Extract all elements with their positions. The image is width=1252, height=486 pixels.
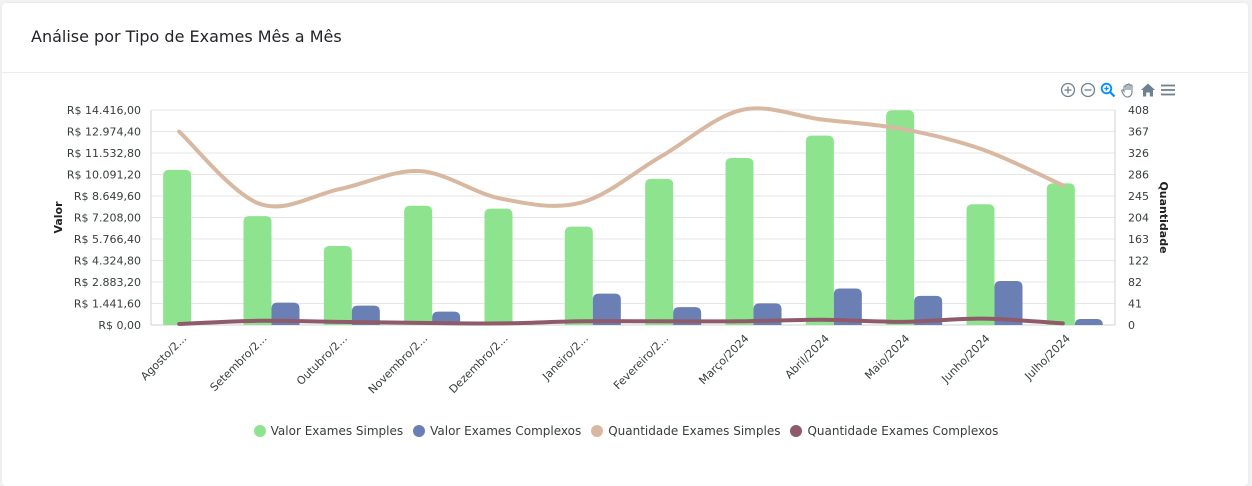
y2-tick-label: 163 — [1128, 233, 1149, 246]
x-tick-label: Dezembro/2... — [446, 332, 510, 396]
y2-tick-label: 245 — [1128, 190, 1149, 203]
x-tick-label: Setembro/2... — [208, 332, 270, 394]
y2-tick-label: 408 — [1128, 104, 1149, 117]
x-tick-label: Novembro/2... — [366, 332, 430, 396]
x-tick-label: Outubro/2... — [294, 332, 350, 388]
y2-tick-label: 122 — [1128, 255, 1149, 268]
y-tick-label: R$ 0,00 — [98, 319, 141, 332]
y-tick-label: R$ 5.766,40 — [74, 233, 141, 246]
chart-card: Análise por Tipo de Exames Mês a Mês — [2, 3, 1248, 486]
chart-legend: Valor Exames Simples Valor Exames Comple… — [0, 424, 1252, 438]
bar-valor-simples — [404, 205, 433, 325]
card-header: Análise por Tipo de Exames Mês a Mês — [2, 3, 1248, 73]
legend-item-quantidade-complexos[interactable]: Quantidade Exames Complexos — [790, 424, 998, 438]
bar-valor-complexos — [914, 295, 943, 325]
y2-tick-label: 41 — [1128, 298, 1142, 311]
menu-icon[interactable] — [1158, 80, 1178, 100]
x-tick-label: Março/2024 — [696, 332, 751, 387]
y2-tick-label: 204 — [1128, 212, 1149, 225]
selection-zoom-icon[interactable] — [1098, 80, 1118, 100]
legend-marker — [591, 425, 604, 437]
bar-valor-simples — [1046, 183, 1075, 325]
zoom-out-icon[interactable] — [1078, 80, 1098, 100]
y2-tick-label: 82 — [1128, 276, 1142, 289]
x-tick-label: Agosto/2... — [138, 332, 189, 383]
legend-item-valor-simples[interactable]: Valor Exames Simples — [253, 424, 404, 438]
y-tick-label: R$ 14.416,00 — [67, 104, 141, 117]
bar-valor-simples — [163, 169, 192, 325]
x-tick-label: Janeiro/2... — [539, 332, 591, 384]
bar-valor-complexos — [1074, 319, 1103, 325]
bar-valor-simples — [966, 204, 995, 325]
legend-label: Valor Exames Complexos — [430, 424, 582, 438]
legend-label: Valor Exames Simples — [270, 424, 404, 438]
y-tick-label: R$ 12.974,40 — [67, 126, 141, 139]
legend-item-quantidade-simples[interactable]: Quantidade Exames Simples — [591, 424, 780, 438]
legend-marker — [790, 425, 803, 437]
legend-marker — [413, 425, 426, 437]
card-title: Análise por Tipo de Exames Mês a Mês — [31, 27, 342, 46]
y-tick-label: R$ 2.883,20 — [74, 276, 141, 289]
y-tick-label: R$ 8.649,60 — [74, 190, 141, 203]
legend-label: Quantidade Exames Complexos — [807, 424, 999, 438]
y2-tick-label: 326 — [1128, 147, 1149, 160]
y-tick-label: R$ 4.324,80 — [74, 255, 141, 268]
y2-tick-label: 367 — [1128, 126, 1149, 139]
bar-valor-simples — [484, 208, 513, 325]
bar-valor-simples — [645, 178, 674, 325]
bar-valor-simples — [243, 216, 272, 325]
line-quantidade-complexos — [177, 316, 1065, 326]
x-tick-label: Julho/2024 — [1022, 332, 1073, 383]
bar-valor-complexos — [833, 288, 862, 325]
bar-valor-simples — [805, 135, 834, 325]
bar-valor-complexos — [592, 293, 621, 325]
x-tick-label: Maio/2024 — [862, 332, 912, 382]
y2-tick-label: 286 — [1128, 169, 1149, 182]
y-axis-title: Valor — [52, 201, 65, 234]
y-tick-label: R$ 7.208,00 — [74, 212, 141, 225]
bar-valor-complexos — [994, 281, 1023, 325]
y-tick-label: R$ 1.441,60 — [74, 298, 141, 311]
bar-valor-simples — [564, 226, 593, 325]
y2-tick-label: 0 — [1128, 319, 1135, 332]
y2-axis-title: Quantidade — [1157, 181, 1170, 253]
line-quantidade-simples — [177, 106, 1065, 209]
zoom-in-icon[interactable] — [1058, 80, 1078, 100]
reset-home-icon[interactable] — [1138, 80, 1158, 100]
y-tick-label: R$ 11.532,80 — [67, 147, 141, 160]
bar-valor-simples — [725, 157, 754, 325]
x-tick-label: Junho/2024 — [938, 332, 992, 386]
chart-toolbar — [1058, 80, 1178, 102]
bar-valor-simples — [886, 110, 915, 326]
legend-item-valor-complexos[interactable]: Valor Exames Complexos — [413, 424, 581, 438]
pan-icon[interactable] — [1118, 80, 1138, 100]
legend-label: Quantidade Exames Simples — [608, 424, 781, 438]
x-tick-label: Abril/2024 — [783, 332, 832, 381]
x-tick-label: Fevereiro/2... — [611, 332, 671, 392]
y-tick-label: R$ 10.091,20 — [67, 169, 141, 182]
bar-valor-simples — [323, 245, 352, 325]
legend-marker — [253, 425, 266, 437]
